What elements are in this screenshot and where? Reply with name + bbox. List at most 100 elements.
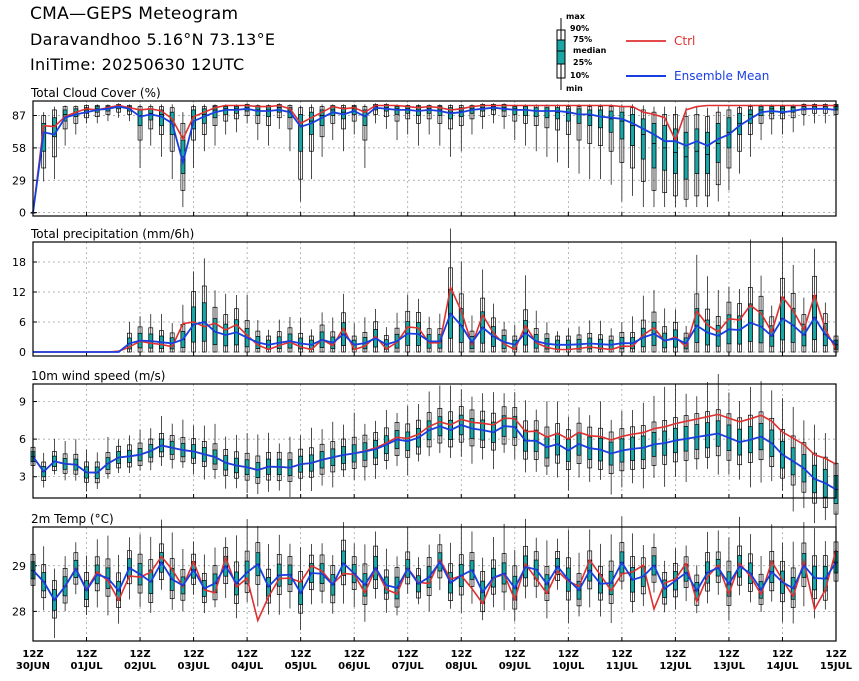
box-iqr xyxy=(758,106,764,116)
box-iqr xyxy=(598,109,603,129)
x-tick-label-date: 08JUL xyxy=(445,661,478,672)
x-tick-label-top: 12Z xyxy=(397,649,418,660)
ctrl-line xyxy=(32,549,837,623)
x-tick-label-top: 12Z xyxy=(76,649,97,660)
x-tick-label-date: 10JUL xyxy=(552,661,585,672)
box-iqr xyxy=(555,107,560,120)
x-tick-label-top: 12Z xyxy=(183,649,204,660)
x-tick-label-top: 12Z xyxy=(290,649,311,660)
chart-title: CMA—GEPS Meteogram xyxy=(30,4,239,24)
box-iqr xyxy=(715,122,721,163)
box-iqr xyxy=(565,108,571,122)
box-iqr xyxy=(298,114,304,152)
panel-frame xyxy=(32,383,837,499)
box-iqr xyxy=(533,107,539,117)
x-tick-label-date: 14JUL xyxy=(766,661,799,672)
panel-3: 2m Temp (°C) 28 29 xyxy=(12,511,839,642)
ensemble-mean-line xyxy=(33,312,837,353)
box-iqr xyxy=(747,109,753,124)
x-tick-label-date: 12JUL xyxy=(659,661,692,672)
location-label: Daravandhoo 5.16°N 73.13°E xyxy=(30,30,276,49)
y-tick-label: 0 xyxy=(19,346,26,359)
legend-ctrl-label: Ctrl xyxy=(674,34,695,48)
ensemble-mean-line xyxy=(32,424,837,491)
init-time-label: IniTime: 20250630 12UTC xyxy=(30,55,245,74)
y-tick-label: 12 xyxy=(12,286,26,299)
x-tick-label-top: 12Z xyxy=(825,649,846,660)
box-iqr xyxy=(683,131,689,180)
x-tick-label-top: 12Z xyxy=(718,649,739,660)
panel-frame xyxy=(32,526,837,642)
x-tick-label-date: 04JUL xyxy=(231,661,264,672)
x-tick-label-top: 12Z xyxy=(504,649,525,660)
y-tick-label: 58 xyxy=(12,142,26,155)
legend-mean-label: Ensemble Mean xyxy=(674,69,769,83)
y-tick-label: 6 xyxy=(19,433,26,446)
legend-box-label: 25% xyxy=(573,58,592,67)
box-iqr xyxy=(673,128,678,174)
x-tick-label-date: 11JUL xyxy=(606,661,639,672)
legend-box-glyph: max 90% 75% median 25% 10% min xyxy=(556,12,607,93)
ctrl-line xyxy=(33,284,837,353)
panel-0: Total Cloud Cover (%) 0 29 58 87 xyxy=(12,86,839,220)
panel-frame xyxy=(32,100,837,217)
y-tick-label: 0 xyxy=(19,207,26,220)
legend-box-label: 10% xyxy=(570,71,589,80)
box-iqr xyxy=(362,109,368,126)
x-tick-label-top: 12Z xyxy=(451,649,472,660)
box-iqr xyxy=(137,109,143,126)
x-tick-label-top: 12Z xyxy=(344,649,365,660)
box-iqr xyxy=(84,107,89,114)
panel-frame xyxy=(32,241,837,357)
x-tick-label-top: 12Z xyxy=(665,649,686,660)
legend-iqr xyxy=(556,39,566,65)
box-iqr xyxy=(651,122,657,169)
y-tick-label: 29 xyxy=(12,174,26,187)
x-tick-label-date: 01JUL xyxy=(70,661,103,672)
legend-box-label: max xyxy=(566,12,586,21)
y-tick-label: 9 xyxy=(19,396,26,409)
x-tick-label-date: 02JUL xyxy=(124,661,157,672)
x-tick-label-top: 12Z xyxy=(611,649,632,660)
box-iqr xyxy=(780,106,785,114)
x-tick-label-date: 30JUN xyxy=(16,661,50,672)
x-tick-label-date: 05JUL xyxy=(285,661,318,672)
x-tick-label-date: 03JUL xyxy=(178,661,211,672)
y-tick-label: 18 xyxy=(12,256,26,269)
y-tick-label: 6 xyxy=(19,316,26,329)
ctrl-line xyxy=(32,413,837,474)
box-iqr xyxy=(640,118,646,160)
box-iqr xyxy=(576,108,582,124)
x-tick-label-top: 12Z xyxy=(129,649,150,660)
box-iqr xyxy=(619,111,625,140)
x-tick-label-top: 12Z xyxy=(558,649,579,660)
x-tick-label-date: 15JUL xyxy=(820,661,853,672)
y-tick-label: 28 xyxy=(12,605,26,618)
y-tick-label: 29 xyxy=(12,560,26,573)
box-iqr xyxy=(608,110,614,133)
panel-1: Total precipitation (mm/6h) 0 6 12 18 xyxy=(12,227,839,359)
panel-2: 10m wind speed (m/s) 3 6 9 xyxy=(19,369,839,540)
box-iqr xyxy=(630,114,635,147)
x-tick-label-date: 06JUL xyxy=(338,661,371,672)
ctrl-line xyxy=(32,104,836,213)
legend-box-label: 75% xyxy=(573,35,592,44)
panel-title: Total Cloud Cover (%) xyxy=(30,86,161,100)
y-tick-label: 87 xyxy=(12,110,26,123)
x-tick-label-top: 12Z xyxy=(237,649,258,660)
legend-box-label: min xyxy=(566,84,583,93)
box-iqr xyxy=(705,131,710,174)
x-tick-label-date: 09JUL xyxy=(499,661,532,672)
panel-title: 2m Temp (°C) xyxy=(31,512,114,526)
legend-box-label: 90% xyxy=(570,24,589,33)
ensemble-mean-line xyxy=(32,560,837,602)
box-iqr xyxy=(544,107,550,119)
panel-title: Total precipitation (mm/6h) xyxy=(30,227,194,241)
y-tick-label: 3 xyxy=(19,471,26,484)
box-iqr xyxy=(790,106,796,113)
box-iqr xyxy=(523,106,528,116)
x-tick-label-date: 13JUL xyxy=(713,661,746,672)
x-tick-label-top: 12Z xyxy=(772,649,793,660)
legend-box-label: median xyxy=(573,46,607,55)
